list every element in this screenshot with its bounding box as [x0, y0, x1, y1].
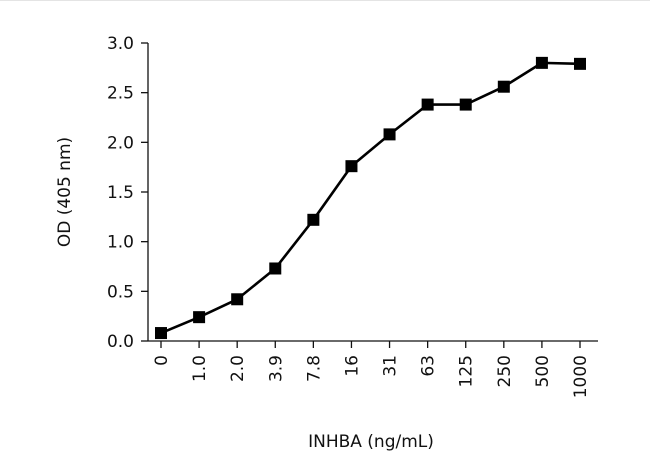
- y-axis: 0.0 0.5 1.0 1.5 2.0 2.5 3.0: [107, 34, 149, 352]
- x-tick-label: 7.8: [304, 355, 324, 382]
- data-point-marker: [155, 327, 167, 340]
- x-tick-label: 0: [152, 355, 172, 366]
- x-tick-label: 1000: [571, 355, 591, 398]
- y-tick-label: 3.0: [107, 34, 134, 54]
- x-tick-label: 2.0: [228, 355, 248, 382]
- x-tick-label: 250: [495, 355, 515, 387]
- series-line: [160, 61, 581, 335]
- y-tick-label: 1.0: [107, 233, 134, 253]
- x-tick-label: 1.0: [190, 355, 210, 382]
- data-point-marker: [383, 128, 396, 141]
- x-tick-label: 63: [419, 355, 439, 377]
- x-axis: 0 1.0 2.0 3.9 7.8 16 31 63 125 250 500 1000: [148, 340, 598, 398]
- x-tick-label: 3.9: [266, 355, 286, 382]
- data-point-marker: [231, 293, 244, 306]
- data-point-marker: [193, 311, 206, 324]
- data-point-marker: [574, 57, 586, 70]
- top-border: [0, 0, 650, 1]
- y-axis-title: OD (405 nm): [55, 137, 75, 247]
- y-tick-label: 2.0: [107, 133, 134, 153]
- y-tick-label: 0.5: [107, 282, 134, 302]
- series-group: [155, 56, 586, 340]
- x-tick-label: 500: [533, 355, 553, 387]
- y-tick-label: 0.0: [107, 332, 134, 352]
- x-tick-label: 125: [457, 355, 477, 387]
- data-point-marker: [459, 98, 472, 111]
- x-tick-label: 16: [342, 355, 362, 377]
- data-point-marker: [535, 56, 548, 69]
- y-tick-label: 1.5: [107, 183, 134, 203]
- data-point-marker: [269, 262, 282, 275]
- x-tick-label: 31: [381, 355, 401, 377]
- y-tick-label: 2.5: [107, 84, 134, 104]
- x-axis-title: INHBA (ng/mL): [308, 432, 434, 452]
- data-point-marker: [421, 98, 434, 111]
- data-point-marker: [345, 160, 358, 173]
- data-point-marker: [307, 213, 320, 226]
- data-point-marker: [497, 80, 510, 93]
